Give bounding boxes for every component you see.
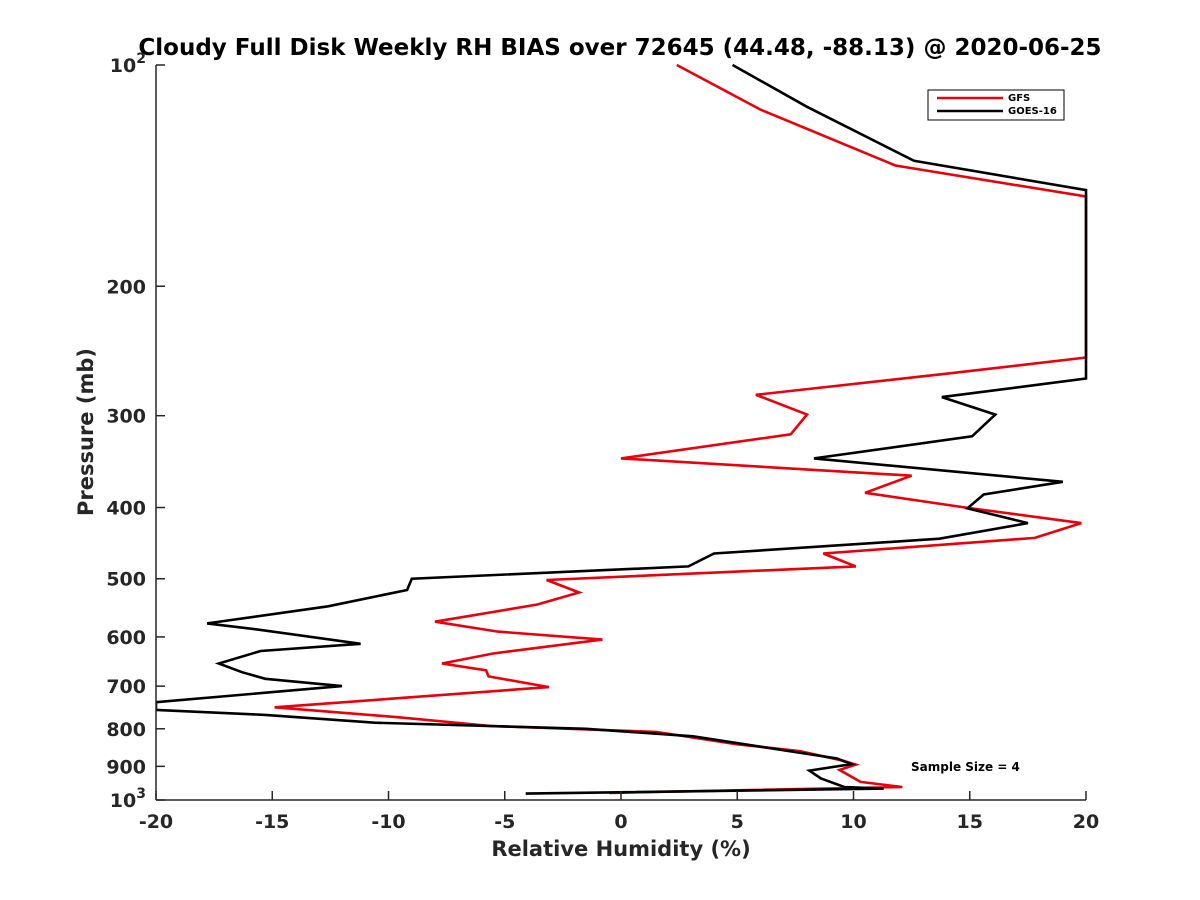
y-tick-label: 500 [106, 569, 146, 591]
y-tick-label: 102 [110, 51, 146, 77]
x-tick-label: 10 [840, 811, 866, 833]
y-tick-label: 400 [106, 498, 146, 520]
x-tick-label: -15 [255, 811, 289, 833]
series-line-goes-16 [156, 63, 1088, 795]
x-axis-label: Relative Humidity (%) [491, 837, 750, 861]
x-tick-label: -10 [371, 811, 405, 833]
legend-label-gfs: GFS [1008, 93, 1030, 104]
y-ticks: 102 200 300 400 500 600 700 800 900 103 [106, 51, 165, 812]
x-tick-label: 20 [1073, 811, 1099, 833]
x-tick-label: 5 [731, 811, 744, 833]
legend-box [927, 89, 1065, 121]
chart-title: Cloudy Full Disk Weekly RH BIAS over 726… [138, 35, 1101, 61]
y-tick-label: 700 [106, 676, 146, 698]
x-tick-label: -20 [139, 811, 173, 833]
x-tick-label: -5 [494, 811, 515, 833]
y-tick-label: 300 [106, 406, 146, 428]
y-tick-label: 200 [106, 276, 146, 298]
legend: GFS GOES-16 [927, 89, 1065, 121]
y-tick-label: 800 [106, 719, 146, 741]
y-axis-label: Pressure (mb) [74, 348, 98, 516]
y-tick-label: 103 [110, 786, 146, 812]
series-layer [156, 63, 1088, 795]
x-tick-label: 15 [957, 811, 983, 833]
y-tick-label: 900 [106, 756, 146, 778]
x-tick-label: 0 [614, 811, 627, 833]
sample-size-annotation: Sample Size = 4 [911, 760, 1020, 774]
y-tick-label: 600 [106, 627, 146, 649]
x-ticks: -20 -15 -10 -5 0 5 10 15 20 [139, 791, 1099, 833]
legend-label-goes16: GOES-16 [1008, 106, 1057, 117]
